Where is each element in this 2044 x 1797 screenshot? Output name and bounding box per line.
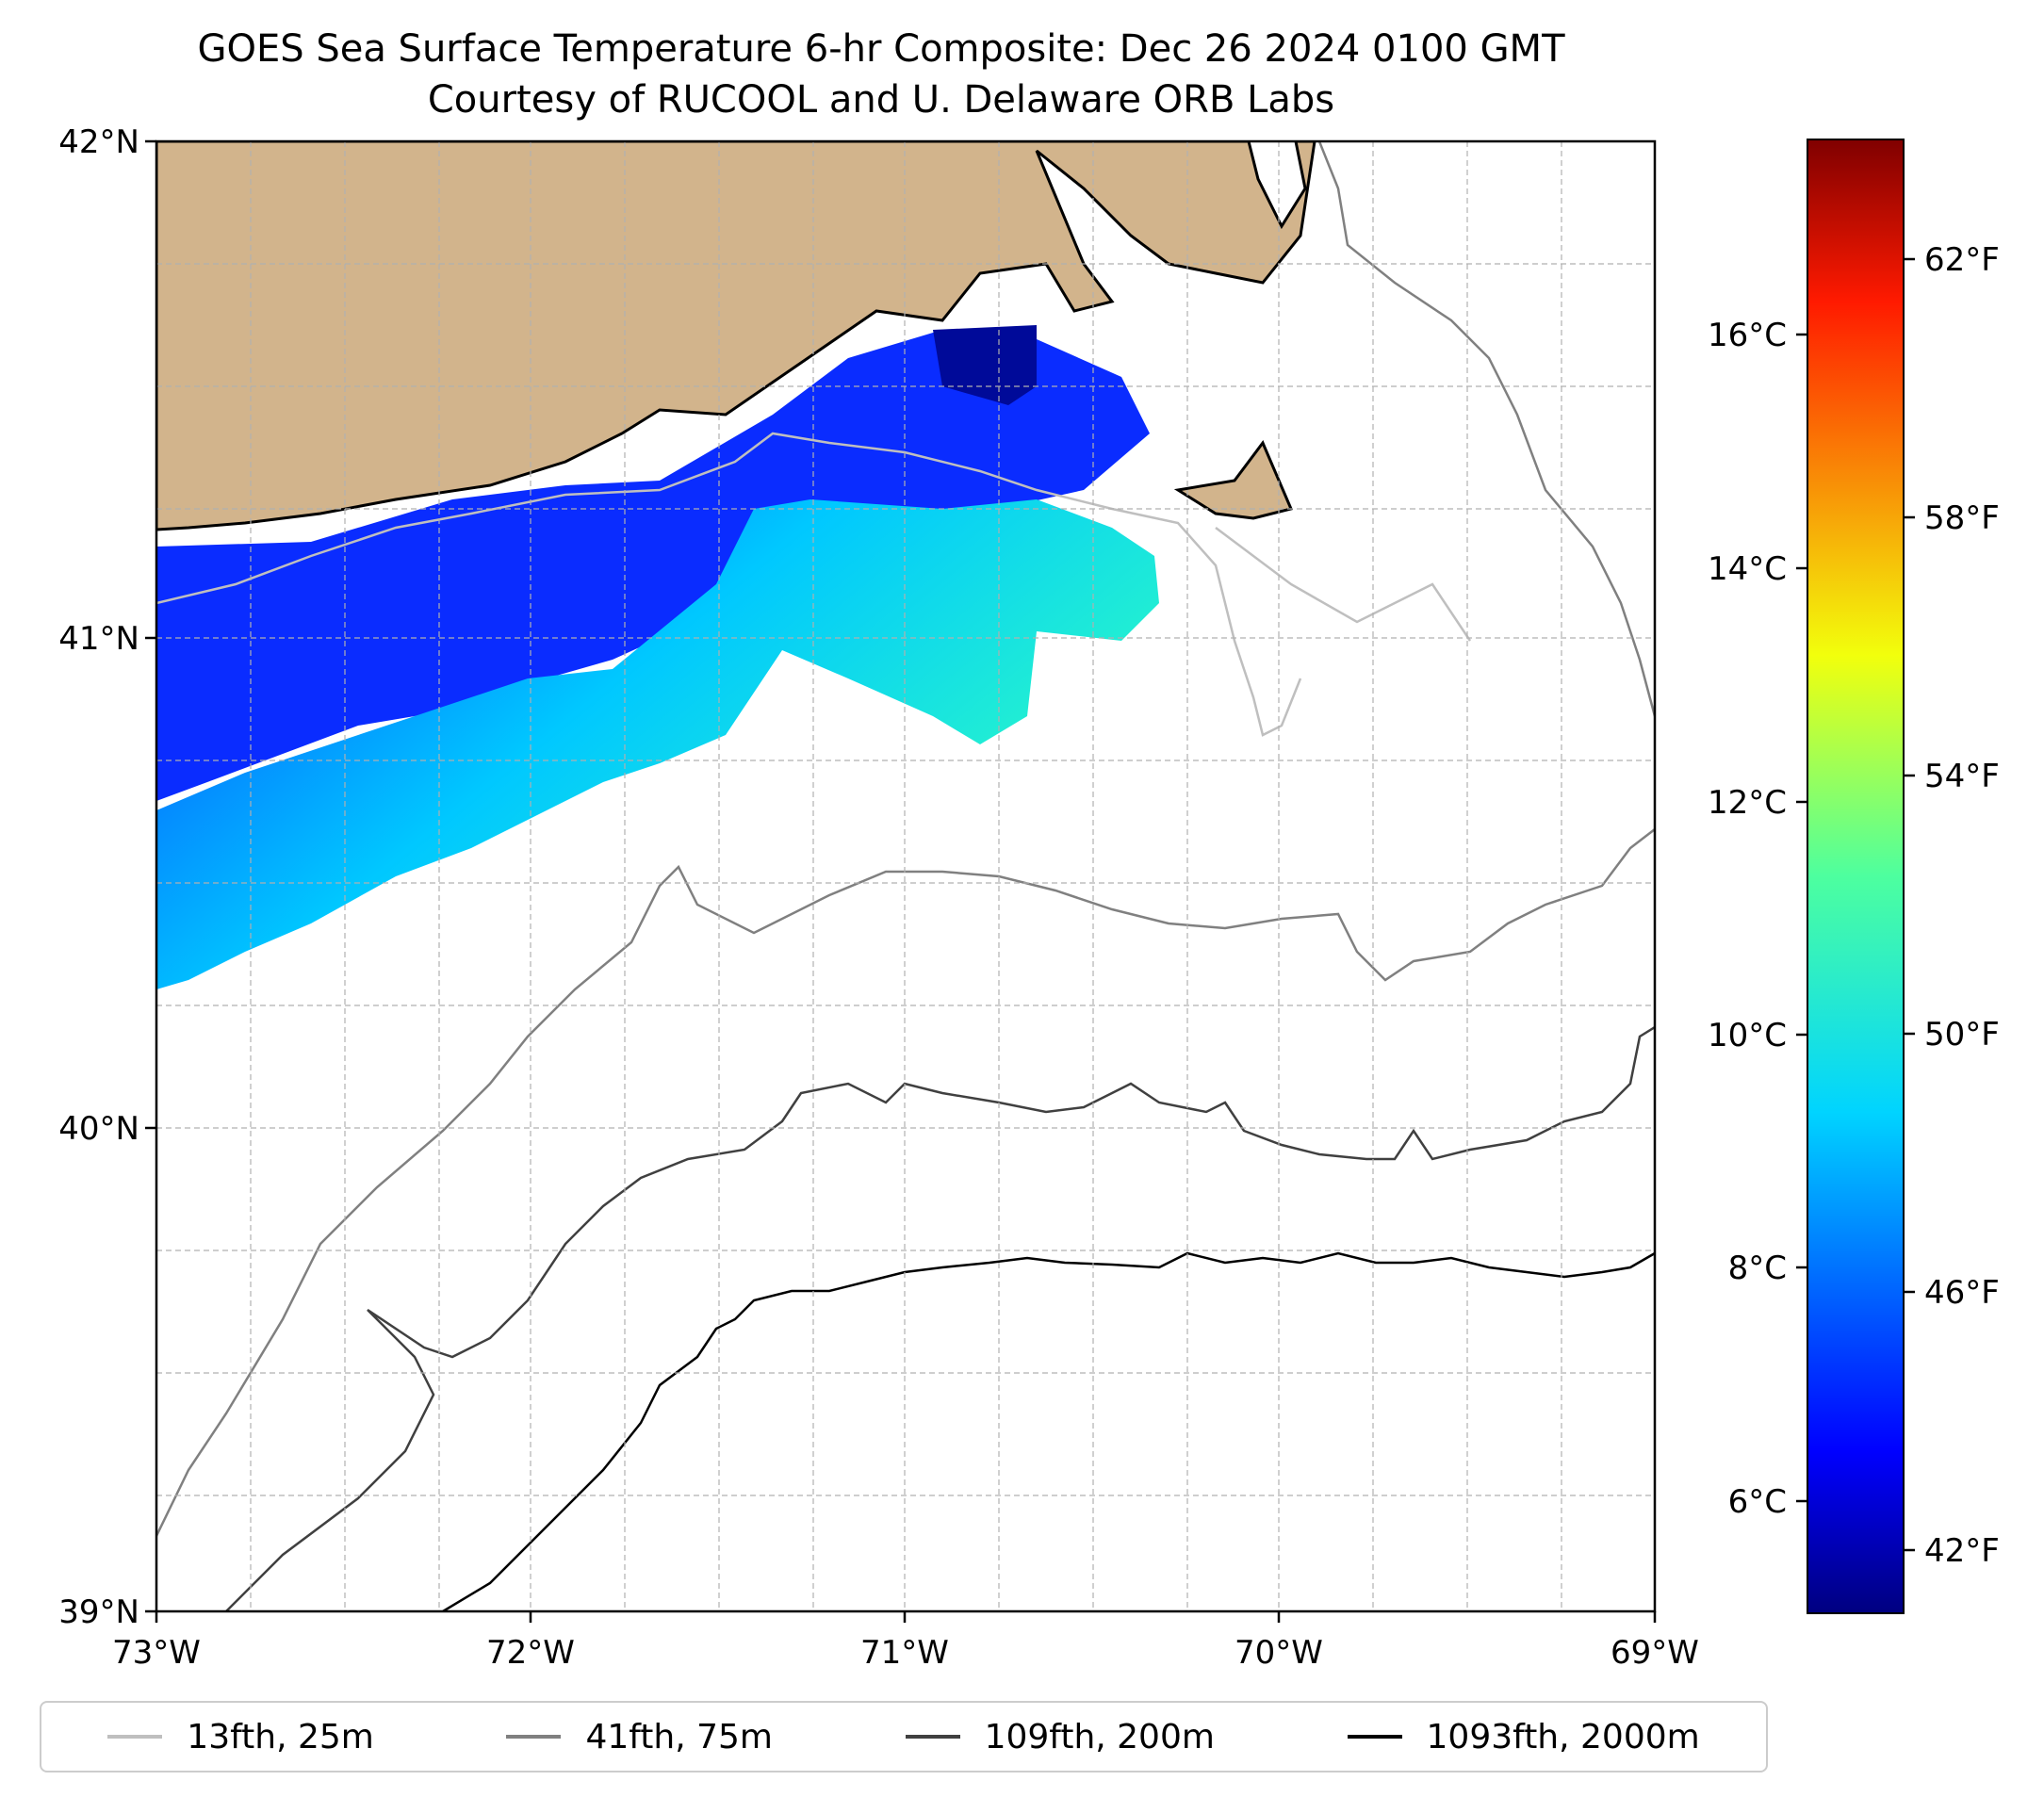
lon-tick-69w: 69°W (1611, 1634, 1699, 1672)
lon-tick-72w: 72°W (486, 1634, 575, 1672)
legend-line-200m (905, 1735, 960, 1739)
colorbar (1807, 139, 1905, 1614)
colorbar-c-tick-10: 10°C (1708, 1017, 1787, 1054)
lat-tick-39n: 39°N (58, 1593, 139, 1631)
colorbar-f-tick-50: 50°F (1924, 1016, 2000, 1054)
legend-item-2000m: 1093fth, 2000m (1347, 1717, 1700, 1756)
legend-line-25m (107, 1735, 163, 1739)
gridlines (156, 141, 1655, 1611)
legend-item-75m: 41fth, 75m (506, 1718, 773, 1756)
colorbar-f-tick-58: 58°F (1924, 499, 2000, 537)
legend-label-75m: 41fth, 75m (585, 1717, 773, 1756)
sst-dark-patch (933, 325, 1037, 405)
legend-label-25m: 13fth, 25m (187, 1717, 374, 1756)
contour-75m (156, 141, 1655, 1537)
lat-tick-40n: 40°N (58, 1110, 139, 1148)
legend-label-2000m: 1093fth, 2000m (1426, 1717, 1700, 1756)
colorbar-c-tick-8: 8°C (1728, 1250, 1787, 1287)
lat-tick-41n: 41°N (58, 620, 139, 658)
lon-tick-73w: 73°W (112, 1634, 201, 1672)
lat-tick-42n: 42°N (58, 123, 139, 161)
colorbar-f-tick-54: 54°F (1924, 758, 2000, 795)
sst-shelf-gradient (156, 499, 1159, 989)
colorbar-ticks (1796, 257, 1915, 1552)
lon-tick-70w: 70°W (1235, 1634, 1323, 1672)
legend-label-200m: 109fth, 200m (984, 1717, 1215, 1756)
land-nantucket (1173, 440, 1294, 520)
contour-legend: 13fth, 25m 41fth, 75m 109fth, 200m 1093f… (40, 1701, 1768, 1772)
sst-coastal-blue (156, 330, 1150, 801)
land-new-england (156, 141, 1316, 531)
axis-ticks (145, 139, 1657, 1623)
colorbar-f-tick-46: 46°F (1924, 1274, 2000, 1312)
chart-title: GOES Sea Surface Temperature 6-hr Compos… (197, 27, 1565, 71)
legend-line-2000m (1347, 1735, 1402, 1739)
contour-2000m (442, 1251, 1655, 1611)
colorbar-c-tick-12: 12°C (1708, 784, 1787, 822)
chart-subtitle: Courtesy of RUCOOL and U. Delaware ORB L… (427, 78, 1335, 122)
legend-line-75m (506, 1735, 562, 1739)
colorbar-c-tick-6: 6°C (1728, 1483, 1787, 1521)
colorbar-c-tick-14: 14°C (1708, 550, 1787, 588)
lon-tick-71w: 71°W (860, 1634, 949, 1672)
legend-item-200m: 109fth, 200m (905, 1717, 1215, 1756)
colorbar-c-tick-16: 16°C (1708, 317, 1787, 354)
contour-200m (225, 1025, 1655, 1611)
legend-item-25m: 13fth, 25m (107, 1718, 374, 1756)
colorbar-f-tick-62: 62°F (1924, 241, 2000, 279)
colorbar-f-tick-42: 42°F (1924, 1532, 2000, 1570)
